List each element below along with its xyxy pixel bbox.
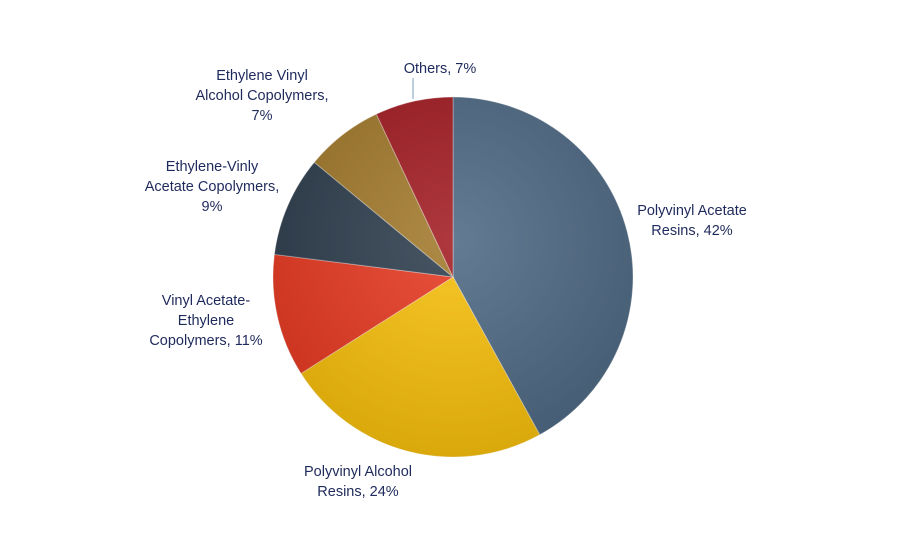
slice-label-line: Resins, 42% [651, 223, 733, 239]
slice-label-line: Copolymers, 11% [149, 333, 262, 349]
slice-label-line: Alcohol Copolymers, [196, 88, 329, 104]
slice-label-2: Vinyl Acetate- Ethylene Copolymers, 11% [149, 293, 262, 349]
slice-label-line: Resins, 24% [317, 484, 399, 500]
slice-label-3: Ethylene-Vinly Acetate Copolymers, 9% [145, 159, 280, 215]
slice-label-line: Vinyl Acetate- [162, 293, 251, 309]
slice-label-line: Ethylene [178, 313, 234, 329]
slice-label-line: Polyvinyl Alcohol [304, 464, 412, 480]
slice-label-line: 7% [252, 108, 273, 124]
slice-label-line: Others, 7% [404, 61, 477, 77]
slice-label-5: Others, 7% [404, 61, 477, 77]
slice-label-line: 9% [202, 199, 223, 215]
slice-label-line: Ethylene Vinyl [216, 68, 308, 84]
slice-label-1: Polyvinyl Alcohol Resins, 24% [304, 464, 412, 500]
slice-label-line: Ethylene-Vinly [166, 159, 259, 175]
slice-label-line: Acetate Copolymers, [145, 179, 280, 195]
slice-label-line: Polyvinyl Acetate [637, 203, 747, 219]
slice-label-4: Ethylene Vinyl Alcohol Copolymers, 7% [196, 68, 329, 124]
slice-label-0: Polyvinyl Acetate Resins, 42% [637, 203, 747, 239]
